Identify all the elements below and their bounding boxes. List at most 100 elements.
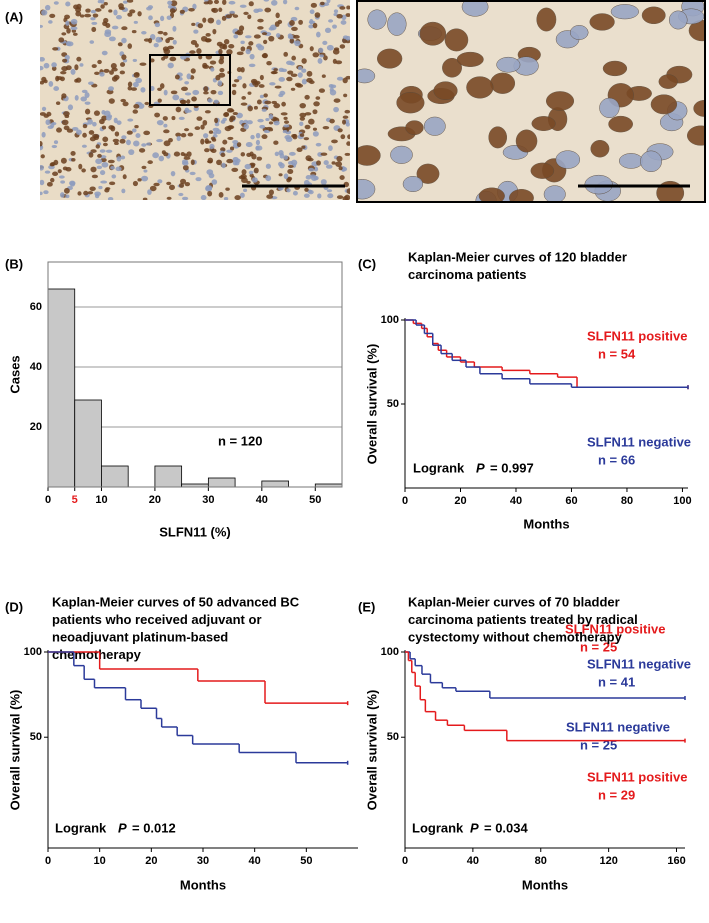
nucleus bbox=[315, 96, 321, 100]
nucleus bbox=[63, 187, 70, 194]
nucleus bbox=[67, 104, 74, 111]
nucleus bbox=[88, 81, 94, 86]
x-tick-label: 50 bbox=[300, 855, 312, 867]
nucleus bbox=[74, 64, 79, 71]
nucleus bbox=[143, 169, 148, 173]
nucleus bbox=[312, 22, 318, 29]
nucleus bbox=[284, 120, 290, 124]
nucleus bbox=[274, 151, 279, 157]
nucleus bbox=[589, 13, 615, 31]
y-axis-label: Overall survival (%) bbox=[364, 344, 379, 465]
nucleus bbox=[166, 181, 172, 186]
nucleus bbox=[179, 99, 186, 104]
panel-label: (D) bbox=[5, 599, 23, 614]
nucleus bbox=[323, 55, 328, 61]
nucleus bbox=[299, 103, 306, 109]
nucleus bbox=[148, 15, 153, 21]
nucleus bbox=[125, 139, 131, 146]
nucleus bbox=[328, 145, 333, 152]
series-label: SLFN11 positive bbox=[587, 769, 687, 784]
x-tick-label: 20 bbox=[145, 855, 157, 867]
nucleus bbox=[344, 194, 350, 200]
nucleus bbox=[116, 156, 122, 162]
nucleus bbox=[175, 106, 182, 113]
x-tick-label: 10 bbox=[94, 855, 106, 867]
nucleus bbox=[111, 25, 119, 30]
nucleus bbox=[346, 141, 350, 146]
nucleus bbox=[210, 148, 217, 153]
nucleus bbox=[172, 25, 177, 32]
x-tick-label: 80 bbox=[621, 495, 633, 507]
x-axis-label: Months bbox=[180, 877, 226, 892]
nucleus bbox=[213, 0, 220, 5]
nucleus bbox=[60, 71, 67, 75]
nucleus bbox=[46, 111, 52, 117]
nucleus bbox=[175, 132, 182, 137]
nucleus bbox=[78, 163, 83, 170]
nucleus bbox=[108, 9, 113, 13]
nucleus bbox=[257, 44, 265, 51]
nucleus bbox=[219, 68, 225, 73]
y-tick-label: 40 bbox=[30, 361, 42, 373]
nucleus bbox=[91, 26, 97, 33]
nucleus bbox=[43, 79, 48, 84]
nucleus bbox=[255, 132, 261, 139]
nucleus bbox=[92, 13, 99, 18]
nucleus bbox=[203, 133, 209, 139]
nucleus bbox=[94, 71, 100, 76]
nucleus bbox=[288, 151, 296, 156]
nucleus bbox=[249, 173, 254, 178]
nucleus bbox=[119, 138, 126, 144]
nucleus bbox=[251, 177, 258, 183]
nucleus bbox=[91, 21, 98, 25]
nucleus bbox=[336, 13, 343, 19]
nucleus bbox=[65, 1, 71, 7]
nucleus bbox=[57, 169, 62, 174]
nucleus bbox=[172, 94, 180, 101]
nucleus bbox=[332, 24, 337, 29]
nucleus bbox=[236, 29, 244, 36]
nucleus bbox=[433, 81, 458, 101]
x-tick-label: 20 bbox=[149, 494, 161, 506]
nucleus bbox=[123, 0, 128, 4]
x-axis-label: Months bbox=[523, 516, 569, 531]
nucleus bbox=[308, 24, 314, 29]
nucleus bbox=[200, 195, 207, 200]
nucleus bbox=[223, 39, 230, 45]
nucleus bbox=[273, 103, 281, 109]
nucleus bbox=[120, 98, 127, 103]
nucleus bbox=[202, 17, 207, 23]
nucleus bbox=[216, 159, 222, 166]
nucleus bbox=[178, 192, 184, 197]
nucleus bbox=[218, 48, 223, 55]
nucleus bbox=[546, 91, 575, 111]
nucleus bbox=[294, 40, 301, 47]
nucleus bbox=[282, 129, 288, 134]
nucleus bbox=[234, 195, 241, 200]
nucleus bbox=[88, 152, 94, 158]
nucleus bbox=[121, 54, 127, 60]
nucleus bbox=[327, 193, 334, 199]
nucleus bbox=[227, 136, 234, 140]
nucleus bbox=[189, 50, 196, 54]
nucleus bbox=[114, 141, 119, 146]
nucleus bbox=[326, 0, 331, 4]
nucleus bbox=[602, 60, 628, 77]
nucleus bbox=[103, 68, 110, 73]
nucleus bbox=[256, 99, 262, 105]
nucleus bbox=[130, 87, 137, 91]
nucleus bbox=[220, 147, 226, 152]
nucleus bbox=[154, 22, 161, 28]
nucleus bbox=[312, 52, 320, 58]
x-tick-label: 0 bbox=[402, 495, 408, 507]
nucleus bbox=[291, 55, 296, 61]
nucleus bbox=[157, 39, 163, 43]
nucleus bbox=[204, 110, 211, 114]
nucleus bbox=[264, 100, 272, 105]
nucleus bbox=[184, 92, 192, 96]
nucleus bbox=[299, 133, 305, 137]
nucleus bbox=[105, 22, 111, 29]
nucleus bbox=[309, 46, 314, 52]
nucleus bbox=[77, 191, 82, 196]
nucleus bbox=[292, 133, 298, 140]
